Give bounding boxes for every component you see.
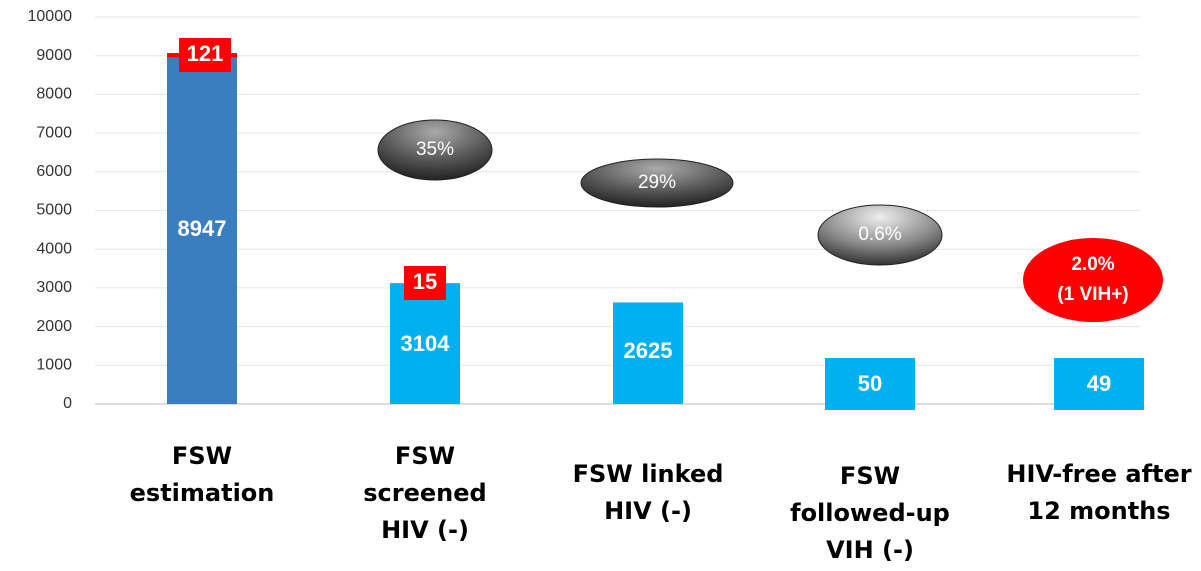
annotation-bubble bbox=[817, 204, 943, 266]
y-tick-label: 4000 bbox=[36, 240, 72, 257]
annotation-bubble bbox=[580, 158, 734, 208]
x-tick-label: FSW bbox=[395, 442, 455, 470]
bar bbox=[1054, 402, 1144, 404]
x-tick-label: VIH (-) bbox=[826, 536, 914, 564]
x-tick-label: HIV (-) bbox=[381, 516, 469, 544]
bar bbox=[613, 302, 683, 404]
value-label: 8947 bbox=[178, 216, 227, 241]
x-tick-label: 12 months bbox=[1027, 497, 1170, 525]
value-label: 50 bbox=[858, 371, 882, 396]
x-tick-label: FSW bbox=[840, 462, 900, 490]
value-box bbox=[1054, 358, 1144, 410]
x-tick-label: FSW bbox=[172, 442, 232, 470]
value-label: 49 bbox=[1087, 371, 1111, 396]
value-box bbox=[825, 358, 915, 410]
positive-label-box bbox=[404, 266, 446, 300]
x-tick-label: HIV-free after bbox=[1006, 460, 1191, 488]
y-tick-label: 6000 bbox=[36, 163, 72, 180]
y-tick-label: 10000 bbox=[28, 8, 73, 25]
y-tick-label: 2000 bbox=[36, 318, 72, 335]
x-tick-label: HIV (-) bbox=[604, 497, 692, 525]
annotation-text: (1 VIH+) bbox=[1057, 284, 1128, 305]
y-tick-label: 8000 bbox=[36, 86, 72, 103]
bar bbox=[390, 283, 460, 404]
y-tick-label: 9000 bbox=[36, 47, 72, 64]
x-tick-label: FSW linked bbox=[573, 460, 724, 488]
annotation-bubble bbox=[377, 119, 493, 181]
bar bbox=[167, 57, 237, 404]
y-tick-label: 0 bbox=[63, 395, 72, 412]
x-tick-label: screened bbox=[363, 479, 486, 507]
bar bbox=[825, 402, 915, 404]
positive-label: 121 bbox=[187, 41, 224, 66]
value-label: 2625 bbox=[624, 338, 673, 363]
annotation-text: 35% bbox=[416, 139, 454, 160]
positive-label: 15 bbox=[413, 269, 437, 294]
x-tick-label: followed-up bbox=[790, 499, 950, 527]
x-tick-label: estimation bbox=[130, 479, 275, 507]
y-tick-label: 7000 bbox=[36, 124, 72, 141]
annotation-bubble bbox=[1023, 238, 1163, 322]
y-tick-label: 1000 bbox=[36, 357, 72, 374]
value-label: 3104 bbox=[401, 331, 451, 356]
positive-label-box bbox=[179, 38, 231, 72]
y-tick-label: 5000 bbox=[36, 202, 72, 219]
annotation-text: 0.6% bbox=[858, 224, 901, 245]
annotation-text: 2.0% bbox=[1071, 254, 1114, 275]
annotation-text: 29% bbox=[638, 172, 676, 193]
y-tick-label: 3000 bbox=[36, 279, 72, 296]
